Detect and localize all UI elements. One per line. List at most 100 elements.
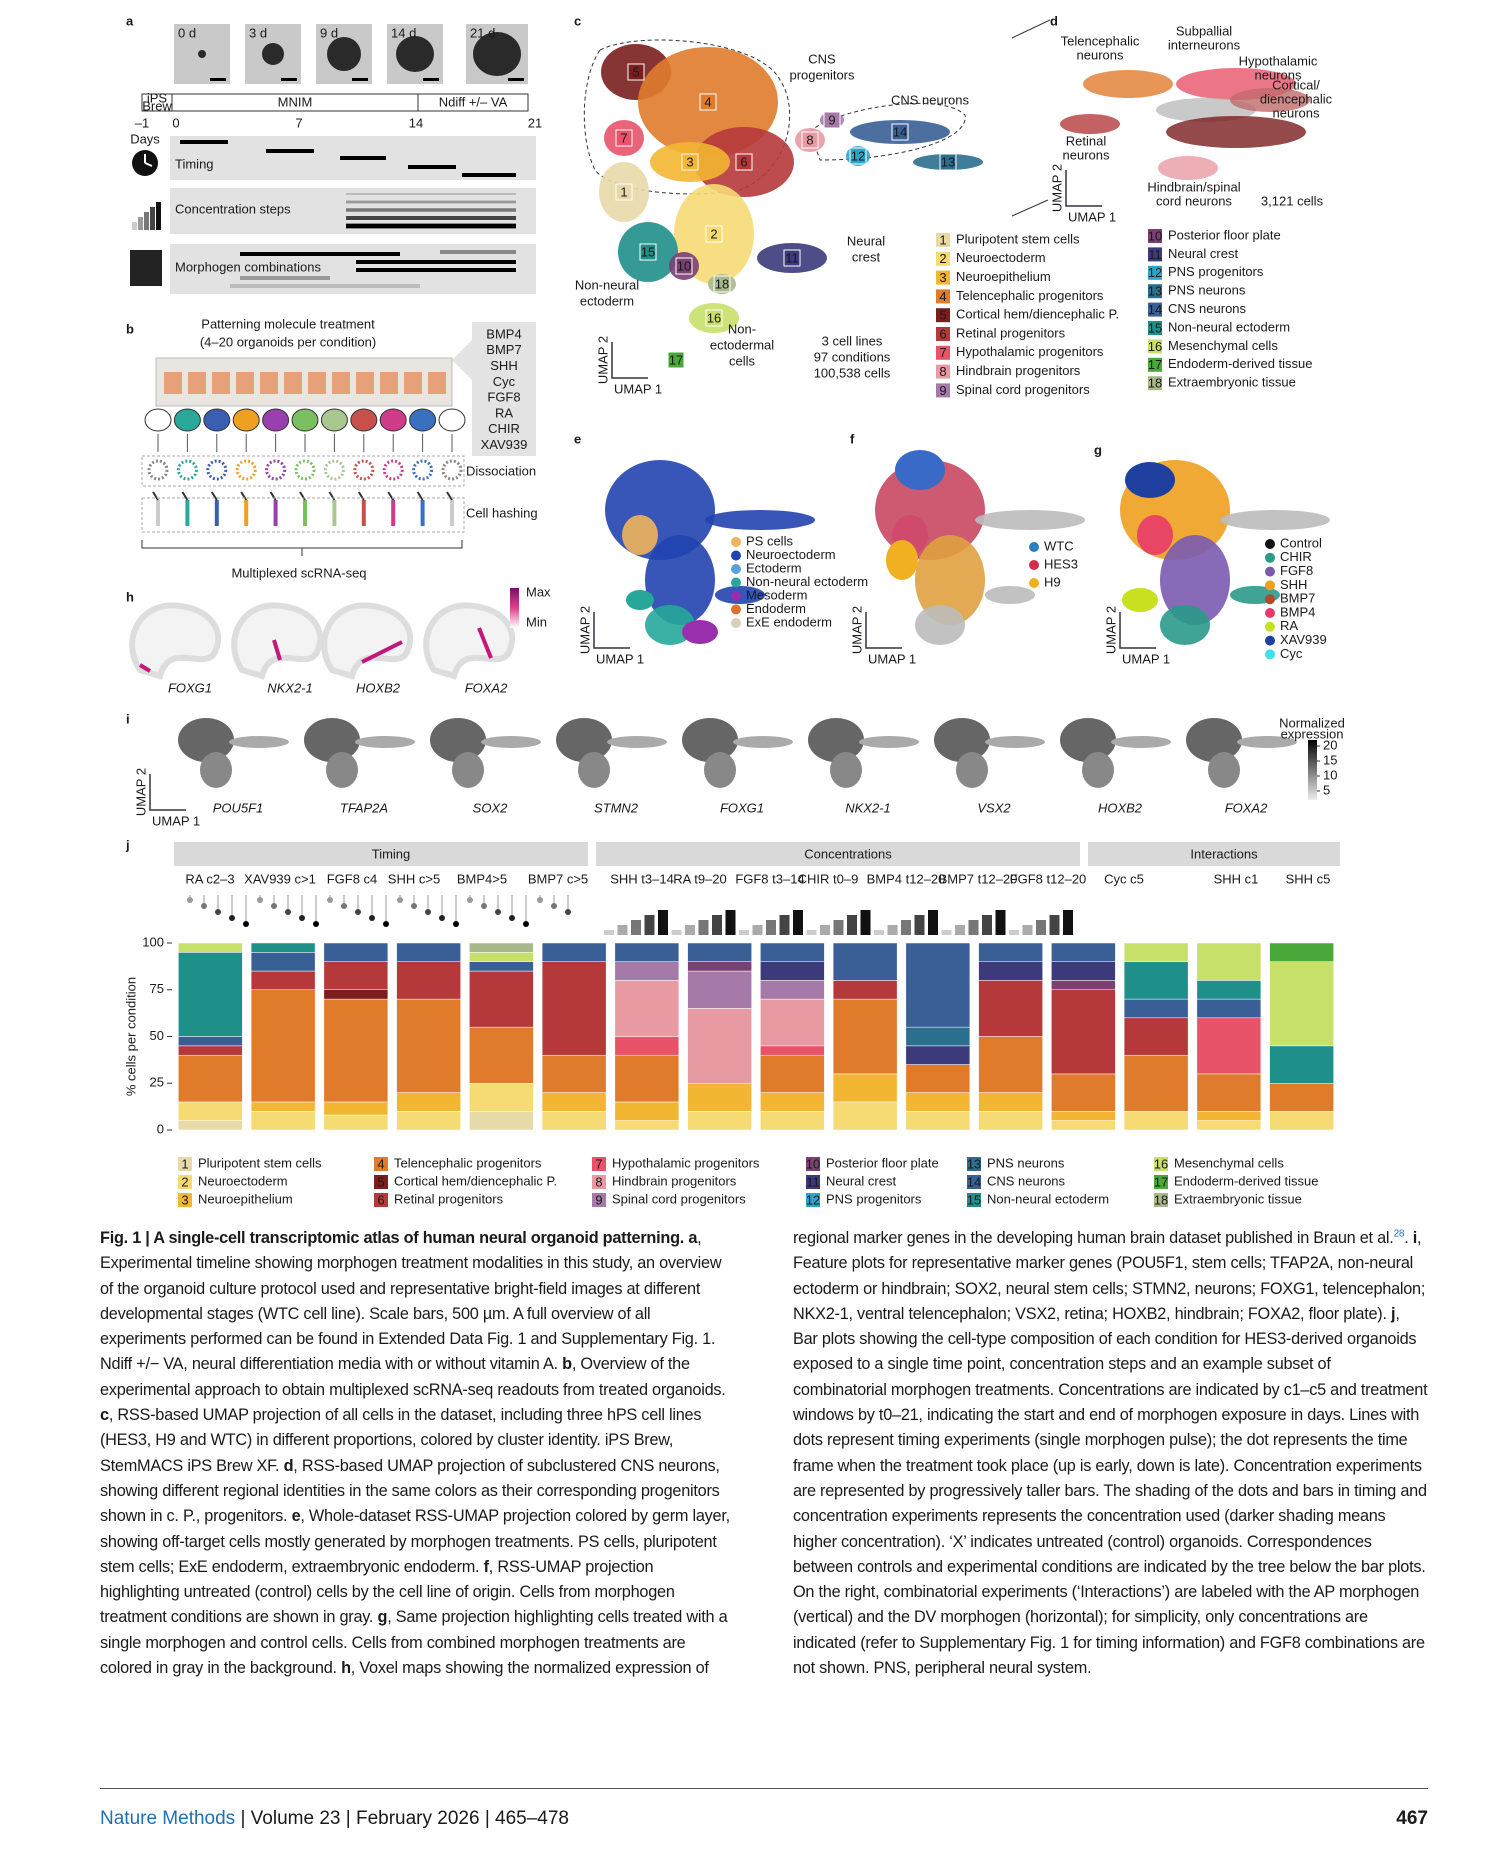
bar-segment xyxy=(323,1101,389,1116)
scale-bar xyxy=(352,78,368,81)
hash-tube xyxy=(273,500,278,526)
antibody xyxy=(446,491,453,501)
legend-label: Mesoderm xyxy=(746,587,807,602)
annotation: cells xyxy=(729,353,756,368)
subgroup-label: BMP7 c>5 xyxy=(528,871,588,886)
hash-tube xyxy=(391,500,396,526)
gene-label: HOXB2 xyxy=(356,680,401,695)
molecule: Cyc xyxy=(493,374,516,389)
brain-outline xyxy=(129,602,222,680)
legend-number: 11 xyxy=(806,1174,820,1189)
bar-segment xyxy=(1051,980,1116,991)
legend-swatch xyxy=(178,1157,192,1171)
legend-number: 10 xyxy=(806,1156,820,1171)
bar-segment xyxy=(323,942,389,962)
step-icon xyxy=(144,212,149,230)
timing-dot xyxy=(509,915,515,921)
legend-label: RA xyxy=(1280,618,1298,633)
row-label: Timing xyxy=(175,156,214,171)
organoid xyxy=(144,408,172,432)
legend-label: Non-neural ectoderm xyxy=(987,1191,1109,1206)
umap-axes xyxy=(1119,612,1156,649)
legend-swatch xyxy=(374,1175,388,1189)
legend-label: PNS progenitors xyxy=(1168,264,1264,279)
antibody xyxy=(387,491,395,501)
antibody xyxy=(269,491,277,501)
caption-text: , Whole-dataset RSS-UMAP projection colo… xyxy=(100,1507,730,1576)
legend-label: Cyc xyxy=(1280,646,1303,661)
dissociated-cells xyxy=(176,459,198,481)
day-tick: –1 xyxy=(135,115,149,130)
legend-dot xyxy=(731,550,741,561)
concentration-step xyxy=(712,915,722,935)
legend-label: Cortical hem/diencephalic P. xyxy=(956,307,1119,322)
legend-label: Extraembryonic tissue xyxy=(1174,1191,1302,1206)
subgroup-label: SHH c>5 xyxy=(388,871,440,886)
legend-swatch xyxy=(1154,1175,1168,1189)
subgroup-label: CHIR t0–9 xyxy=(798,871,859,886)
group-label: Concentrations xyxy=(804,846,892,861)
bar-segment xyxy=(1123,1054,1189,1112)
subgroup-label: BMP4 t12–20 xyxy=(867,871,946,886)
legend-dot xyxy=(1265,566,1275,577)
media-label: Ndiff +/– VA xyxy=(439,94,508,109)
concentration-step xyxy=(914,915,925,935)
bar-segment xyxy=(469,970,534,1028)
timing-dot xyxy=(537,897,543,903)
region-label: Subpallial xyxy=(1176,23,1232,38)
concentration-step xyxy=(1036,920,1046,935)
colorbar xyxy=(1308,740,1317,800)
bar-segment xyxy=(250,989,316,1103)
brain-outline xyxy=(423,602,516,680)
bar-segment xyxy=(1051,1120,1116,1131)
subcluster xyxy=(1156,98,1256,122)
caption-lead: g xyxy=(377,1608,388,1627)
subcluster xyxy=(1230,88,1310,112)
hash-tube xyxy=(303,500,307,526)
concentration-step xyxy=(617,925,628,935)
umap-region xyxy=(1160,535,1230,625)
bar-segment xyxy=(178,1054,243,1103)
organoid xyxy=(203,408,231,432)
legend-swatch xyxy=(1148,284,1162,299)
bar-segment xyxy=(178,1101,243,1121)
hash-tube xyxy=(156,500,160,526)
media-label: Brew xyxy=(142,98,172,113)
brain-outline xyxy=(321,602,414,680)
umap-axes xyxy=(611,342,648,379)
hash-tube xyxy=(420,500,425,526)
feature-plot xyxy=(1237,736,1297,748)
legend-dot xyxy=(731,591,741,601)
media-label: MNIM xyxy=(278,94,313,109)
concentration-step xyxy=(928,910,938,935)
y-tick-label: 50 xyxy=(150,1028,164,1043)
umap-label: UMAP 2 xyxy=(577,606,592,654)
legend-number: 7 xyxy=(939,345,946,360)
timing-dot xyxy=(551,903,557,909)
legend-label: Posterior floor plate xyxy=(826,1155,939,1170)
cluster-box xyxy=(699,93,717,111)
legend-label: PNS neurons xyxy=(1168,283,1246,298)
umap-region xyxy=(705,510,815,530)
feature-plot xyxy=(326,752,358,788)
gene-label: FOXG1 xyxy=(168,680,212,695)
legend-label: Non-neural ectoderm xyxy=(1168,319,1290,334)
timing-dot xyxy=(565,909,571,915)
bar-segment xyxy=(250,942,316,953)
region-label: interneurons xyxy=(1168,37,1241,52)
legend-number: 17 xyxy=(1148,357,1162,372)
legend-label: ExE endoderm xyxy=(746,614,832,629)
stat: 3 cell lines xyxy=(822,333,883,348)
bar-segment xyxy=(614,980,680,1037)
cluster-box xyxy=(705,309,723,327)
umap-label: UMAP 1 xyxy=(596,651,644,666)
caption-lead: e xyxy=(291,1507,301,1526)
antibody xyxy=(328,491,336,501)
hash-tube xyxy=(332,500,337,526)
expression xyxy=(361,640,403,664)
cluster-number: 3 xyxy=(686,154,693,169)
dissociated-cells xyxy=(412,459,434,481)
concentration-step xyxy=(860,910,871,935)
timing-dot xyxy=(481,903,487,909)
umap-label: UMAP 1 xyxy=(1122,651,1170,666)
